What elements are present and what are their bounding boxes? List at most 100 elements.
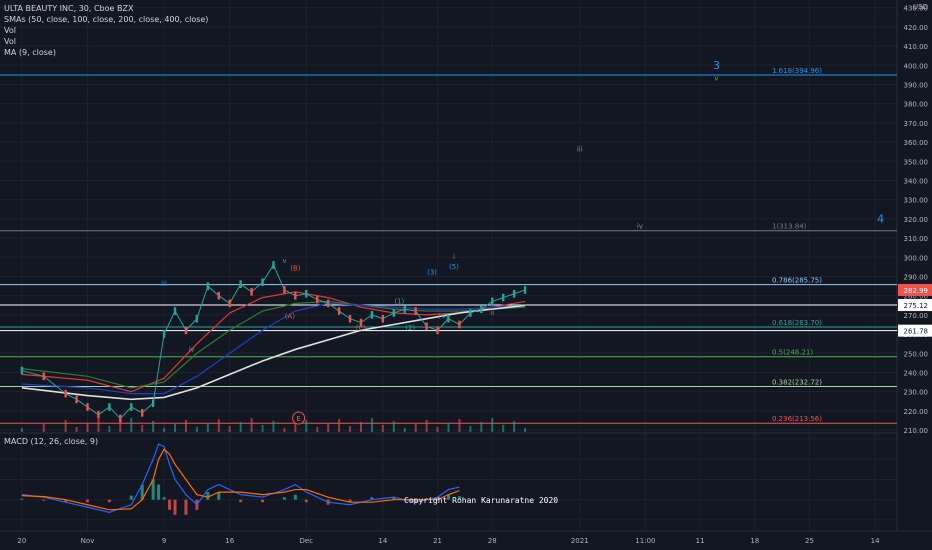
wave-label: 3 [713, 59, 720, 72]
price-point [392, 309, 396, 317]
wave-label: (C) [356, 324, 367, 332]
volume-bar [403, 428, 406, 432]
price-tick-label: 230.00 [904, 389, 929, 397]
time-tick-label: 25 [805, 537, 814, 545]
volume-bar [436, 427, 439, 432]
volume-bar [108, 426, 111, 432]
volume-bar [206, 423, 209, 432]
price-tick-label: 390.00 [904, 81, 929, 89]
price-point [414, 307, 417, 315]
macd-histogram-bar [86, 499, 90, 503]
volume-bar [458, 419, 461, 432]
time-tick-label: 20 [17, 537, 26, 545]
volume-bar [370, 418, 373, 432]
macd-histogram-bar [447, 494, 450, 500]
volume-bar [359, 422, 362, 432]
price-tick-label: 270.00 [904, 312, 929, 320]
price-label-bg [898, 283, 932, 296]
sma-line-3 [21, 302, 526, 395]
price-point [447, 314, 450, 323]
price-point [403, 305, 406, 313]
indicator-vol-2[interactable]: Vol [4, 37, 16, 46]
macd-signal-line [21, 448, 460, 511]
fib-label: 0.382(232.72) [772, 378, 822, 386]
time-tick-label: 18 [750, 537, 759, 545]
price-tick-label: 400.00 [904, 62, 929, 70]
earnings-marker [292, 411, 306, 425]
macd-histogram-bar [370, 497, 374, 500]
price-point [42, 372, 45, 381]
volume-bar [327, 423, 330, 432]
price-point [425, 322, 428, 331]
volume-bar [469, 426, 472, 432]
indicator-ma[interactable]: MA (9, close) [4, 48, 56, 57]
price-tick-label: 380.00 [904, 101, 929, 109]
macd-histogram-bar [414, 499, 418, 503]
volume-bar [184, 420, 187, 432]
macd-histogram-bar [282, 497, 286, 500]
time-tick-label: 16 [225, 537, 234, 545]
macd-histogram-bar [173, 499, 177, 515]
price-point [436, 326, 439, 335]
earnings-marker-label: E [296, 415, 300, 423]
price-point [294, 291, 297, 300]
price-point [141, 408, 144, 417]
wave-label: (2) [405, 324, 415, 332]
wave-label: (1) [394, 297, 404, 305]
volume-bar [195, 427, 198, 432]
fib-label: 1(313.84) [772, 223, 807, 231]
fib-label: 0.236(213.56) [772, 415, 822, 423]
price-point [184, 326, 188, 335]
wave-label: iii [161, 280, 167, 288]
wave-label: v [282, 257, 286, 265]
sma-line-2 [21, 300, 526, 389]
volume-bar [480, 422, 483, 432]
chart-legend: ULTA BEAUTY INC, 30, Cboe BZX SMAs (50, … [4, 3, 208, 58]
price-point [381, 314, 385, 323]
price-point [239, 280, 242, 288]
volume-bar [491, 418, 494, 432]
price-line [21, 263, 526, 420]
macd-histogram-bar [20, 498, 24, 500]
price-point [173, 307, 177, 315]
wave-label: (3) [427, 269, 437, 277]
fib-levels: 1.618(394.96) 1(313.84) 0.786(285.75) 0.618… [0, 67, 897, 424]
symbol-title[interactable]: ULTA BEAUTY INC, 30, Cboe BZX [4, 4, 134, 13]
price-point [162, 330, 166, 338]
price-point [75, 395, 78, 404]
volume-bar [217, 419, 220, 432]
volume-bar [502, 425, 505, 432]
wave-label: iii [577, 146, 583, 154]
price-label: 261.78 [904, 328, 929, 336]
axis-bg [898, 0, 932, 550]
indicator-smas[interactable]: SMAs (50, close, 100, close, 200, close,… [4, 15, 209, 24]
macd-histogram-bar [42, 499, 46, 501]
volume-bar [381, 425, 384, 432]
macd-line [21, 443, 460, 513]
price-point [458, 320, 461, 329]
volume-bar [261, 425, 264, 432]
volume-bar [425, 420, 428, 432]
price-point [348, 314, 352, 323]
price-tick-label: 430.00 [904, 5, 929, 13]
macd-histogram-bar [239, 499, 243, 503]
price-label: 282.99 [904, 287, 929, 295]
price-tick-label: 300.00 [904, 254, 929, 262]
macd-legend[interactable]: MACD (12, 26, close, 9) [4, 437, 99, 446]
time-tick-label: 21 [433, 537, 442, 545]
time-tick-label: 9 [162, 537, 166, 545]
wave-labels: iiiivv(B)(A)(C)(1)(2)(3)(4)(5)iiiiiiiv3v… [161, 59, 884, 353]
price-axis-unit: USD [913, 3, 928, 11]
volume-bar [316, 427, 319, 432]
price-point [130, 403, 133, 411]
price-tick-label: 320.00 [904, 216, 929, 224]
price-tick-label: 210.00 [904, 427, 929, 435]
volume-bar [414, 424, 417, 432]
indicator-vol-1[interactable]: Vol [4, 26, 16, 35]
price-tick-label: 250.00 [904, 350, 929, 358]
price-point [250, 288, 253, 296]
fib-label: 0.786(285.75) [772, 277, 822, 285]
volume-bar [272, 421, 275, 432]
sma-lines [21, 291, 526, 401]
